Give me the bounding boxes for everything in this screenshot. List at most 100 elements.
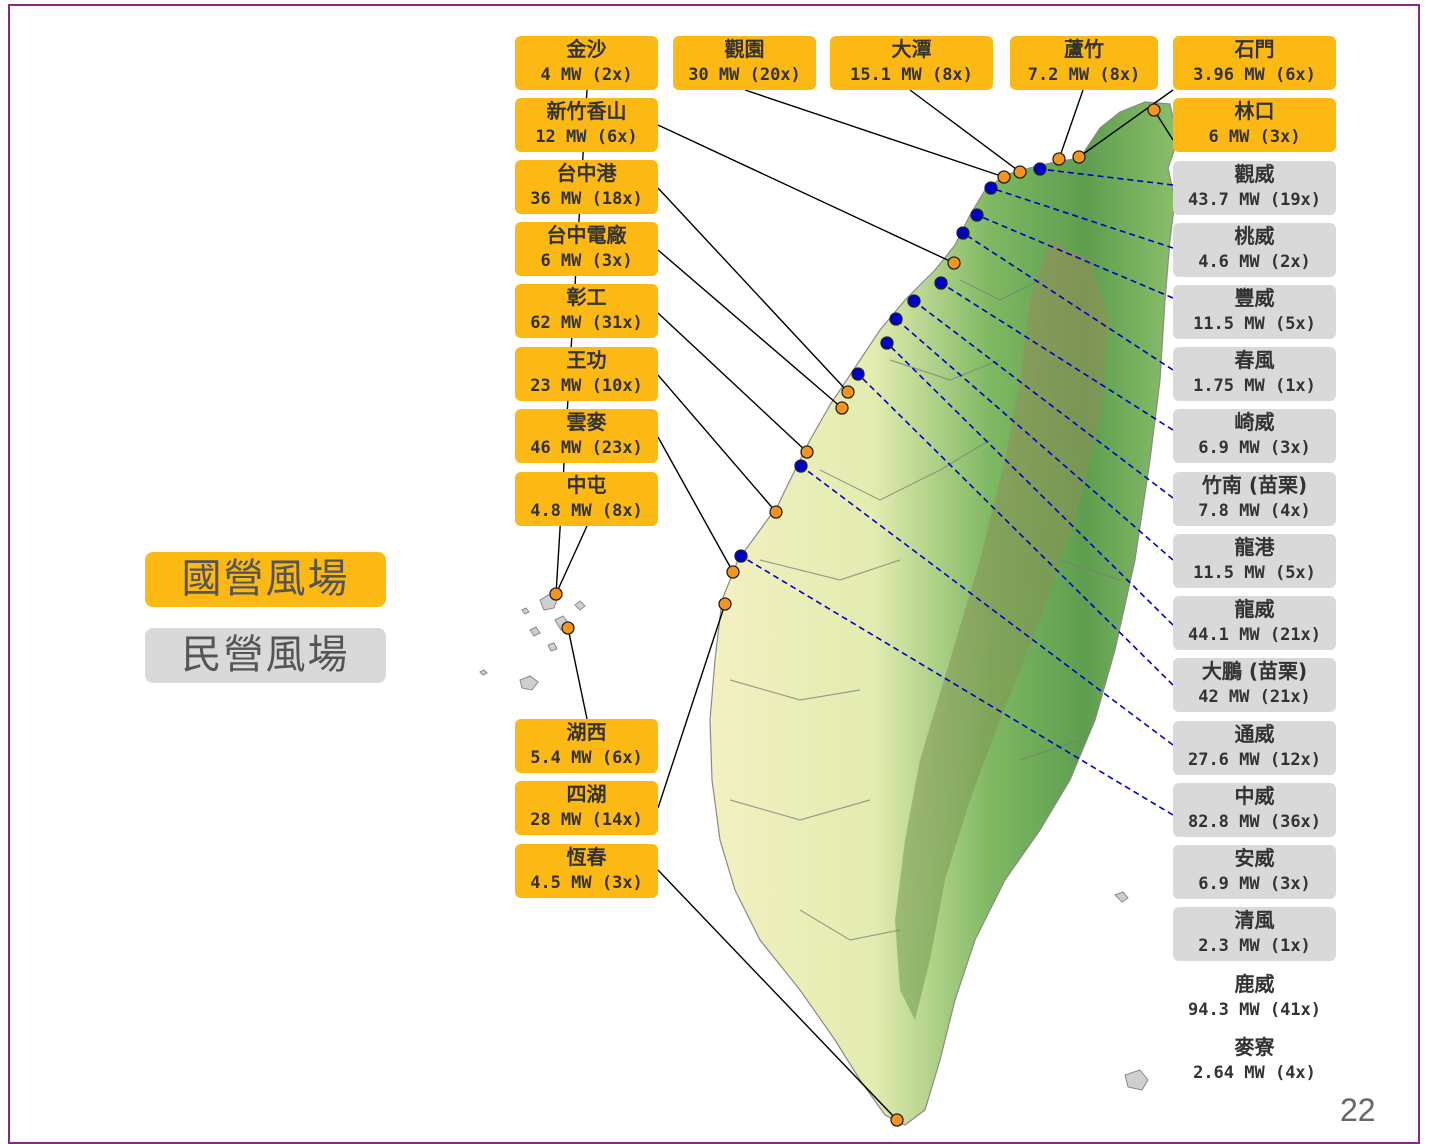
private-farm-label: 安威 6.9 MW (3x) — [1173, 845, 1336, 899]
private-farm-label: 中威 82.8 MW (36x) — [1173, 783, 1336, 837]
farm-capacity: 62 MW (31x) — [530, 313, 643, 333]
state-farm-marker — [549, 587, 563, 601]
farm-capacity: 6.9 MW (3x) — [1198, 438, 1311, 458]
farm-capacity: 6.9 MW (3x) — [1198, 874, 1311, 894]
farm-capacity: 15.1 MW (8x) — [850, 65, 973, 85]
page-number: 22 — [1340, 1092, 1376, 1128]
farm-capacity: 27.6 MW (12x) — [1187, 750, 1322, 770]
private-farm-marker — [794, 459, 808, 473]
state-farm-marker — [769, 505, 783, 519]
state-farm-label: 雲麥 46 MW (23x) — [515, 409, 658, 463]
state-farm-label: 恆春 4.5 MW (3x) — [515, 844, 658, 898]
private-leader-line — [940, 282, 1174, 431]
farm-capacity: 42 MW (21x) — [1198, 687, 1311, 707]
private-leader-lines — [740, 168, 1174, 816]
private-leader-line — [740, 555, 1174, 816]
private-leader-line — [990, 187, 1174, 249]
farm-capacity: 6 MW (3x) — [1208, 127, 1301, 147]
private-farm-label: 春風 1.75 MW (1x) — [1173, 347, 1336, 401]
state-farm-label: 新竹香山 12 MW (6x) — [515, 98, 658, 152]
central-mountain-range — [895, 240, 1110, 1020]
private-farm-label: 鹿威 94.3 MW (41x) — [1173, 971, 1336, 1025]
state-farm-marker — [561, 621, 575, 635]
private-farm-marker — [851, 367, 865, 381]
state-farm-label: 中屯 4.8 MW (8x) — [515, 472, 658, 526]
state-farm-marker — [997, 170, 1011, 184]
farm-capacity: 7.8 MW (4x) — [1198, 501, 1311, 521]
farm-capacity: 23 MW (10x) — [530, 376, 643, 396]
state-leader-line — [555, 525, 588, 595]
private-farm-label: 通威 27.6 MW (12x) — [1173, 721, 1336, 775]
state-leader-line — [657, 374, 777, 513]
state-leader-line — [1078, 89, 1174, 158]
farm-capacity: 43.7 MW (19x) — [1187, 190, 1322, 210]
farm-name: 豐威 — [1234, 286, 1275, 310]
private-farm-label: 龍威 44.1 MW (21x) — [1173, 596, 1336, 650]
farm-name: 湖西 — [566, 720, 607, 744]
private-farm-marker — [889, 312, 903, 326]
farm-name: 林口 — [1234, 99, 1275, 123]
state-farm-label: 觀園 30 MW (20x) — [673, 36, 816, 90]
farm-capacity: 82.8 MW (36x) — [1187, 812, 1322, 832]
private-leader-line — [886, 342, 1174, 626]
farm-capacity: 4.5 MW (3x) — [530, 873, 643, 893]
farm-name: 竹南 (苗栗) — [1201, 473, 1308, 497]
state-farm-marker — [1013, 165, 1027, 179]
private-farm-marker — [734, 549, 748, 563]
farm-name: 台中電廠 — [546, 223, 627, 247]
private-farm-marker — [907, 294, 921, 308]
state-farm-marker — [890, 1113, 904, 1127]
private-farm-marker — [970, 208, 984, 222]
state-leader-line — [909, 89, 1021, 173]
state-leader-line — [1058, 89, 1084, 160]
private-farm-label: 崎威 6.9 MW (3x) — [1173, 409, 1336, 463]
farm-name: 新竹香山 — [546, 99, 627, 123]
private-leader-line — [895, 318, 1174, 561]
state-leader-line — [657, 124, 955, 264]
farm-capacity: 6 MW (3x) — [540, 251, 633, 271]
private-farm-label: 龍港 11.5 MW (5x) — [1173, 534, 1336, 588]
state-farm-label: 台中港 36 MW (18x) — [515, 160, 658, 214]
farm-name: 觀威 — [1234, 162, 1275, 186]
farm-name: 龍港 — [1234, 535, 1275, 559]
farm-name: 王功 — [566, 348, 607, 372]
state-farm-marker — [841, 385, 855, 399]
farm-name: 台中港 — [556, 161, 617, 185]
private-farm-marker — [956, 226, 970, 240]
state-farm-label: 王功 23 MW (10x) — [515, 347, 658, 401]
farm-name: 四湖 — [566, 782, 607, 806]
farm-name: 崎威 — [1234, 410, 1275, 434]
state-farm-label: 湖西 5.4 MW (6x) — [515, 719, 658, 773]
state-farm-label: 石門 3.96 MW (6x) — [1173, 36, 1336, 90]
state-leader-line — [744, 89, 1005, 178]
penghu-islands — [521, 593, 586, 652]
private-farm-marker — [880, 336, 894, 350]
farm-name: 彰工 — [566, 285, 607, 309]
farm-name: 鹿威 — [1234, 972, 1275, 996]
private-farm-label: 竹南 (苗栗) 7.8 MW (4x) — [1173, 472, 1336, 526]
state-leader-line — [657, 187, 849, 393]
legend-private-wind-farm: 民營風場 — [145, 628, 386, 683]
private-leader-line — [800, 465, 1174, 746]
private-leader-line — [1039, 168, 1174, 186]
county-borders — [729, 279, 1121, 941]
farm-capacity: 4 MW (2x) — [540, 65, 633, 85]
farm-name: 金沙 — [566, 37, 607, 61]
farm-name: 大潭 — [891, 37, 932, 61]
state-farm-label: 林口 6 MW (3x) — [1173, 98, 1336, 152]
farm-capacity: 46 MW (23x) — [530, 438, 643, 458]
private-farm-marker — [984, 181, 998, 195]
state-farm-marker — [800, 445, 814, 459]
private-farm-label: 觀威 43.7 MW (19x) — [1173, 161, 1336, 215]
state-leader-line — [567, 627, 588, 720]
farm-name: 春風 — [1234, 348, 1275, 372]
farm-capacity: 1.75 MW (1x) — [1193, 376, 1316, 396]
private-leader-line — [857, 373, 1174, 686]
state-farm-marker — [1052, 152, 1066, 166]
farm-capacity: 7.2 MW (8x) — [1027, 65, 1141, 85]
private-leader-line — [962, 232, 1174, 371]
farm-capacity: 5.4 MW (6x) — [530, 748, 643, 768]
farm-name: 雲麥 — [566, 410, 607, 434]
private-farm-marker — [934, 276, 948, 290]
farm-name: 麥寮 — [1234, 1035, 1275, 1059]
